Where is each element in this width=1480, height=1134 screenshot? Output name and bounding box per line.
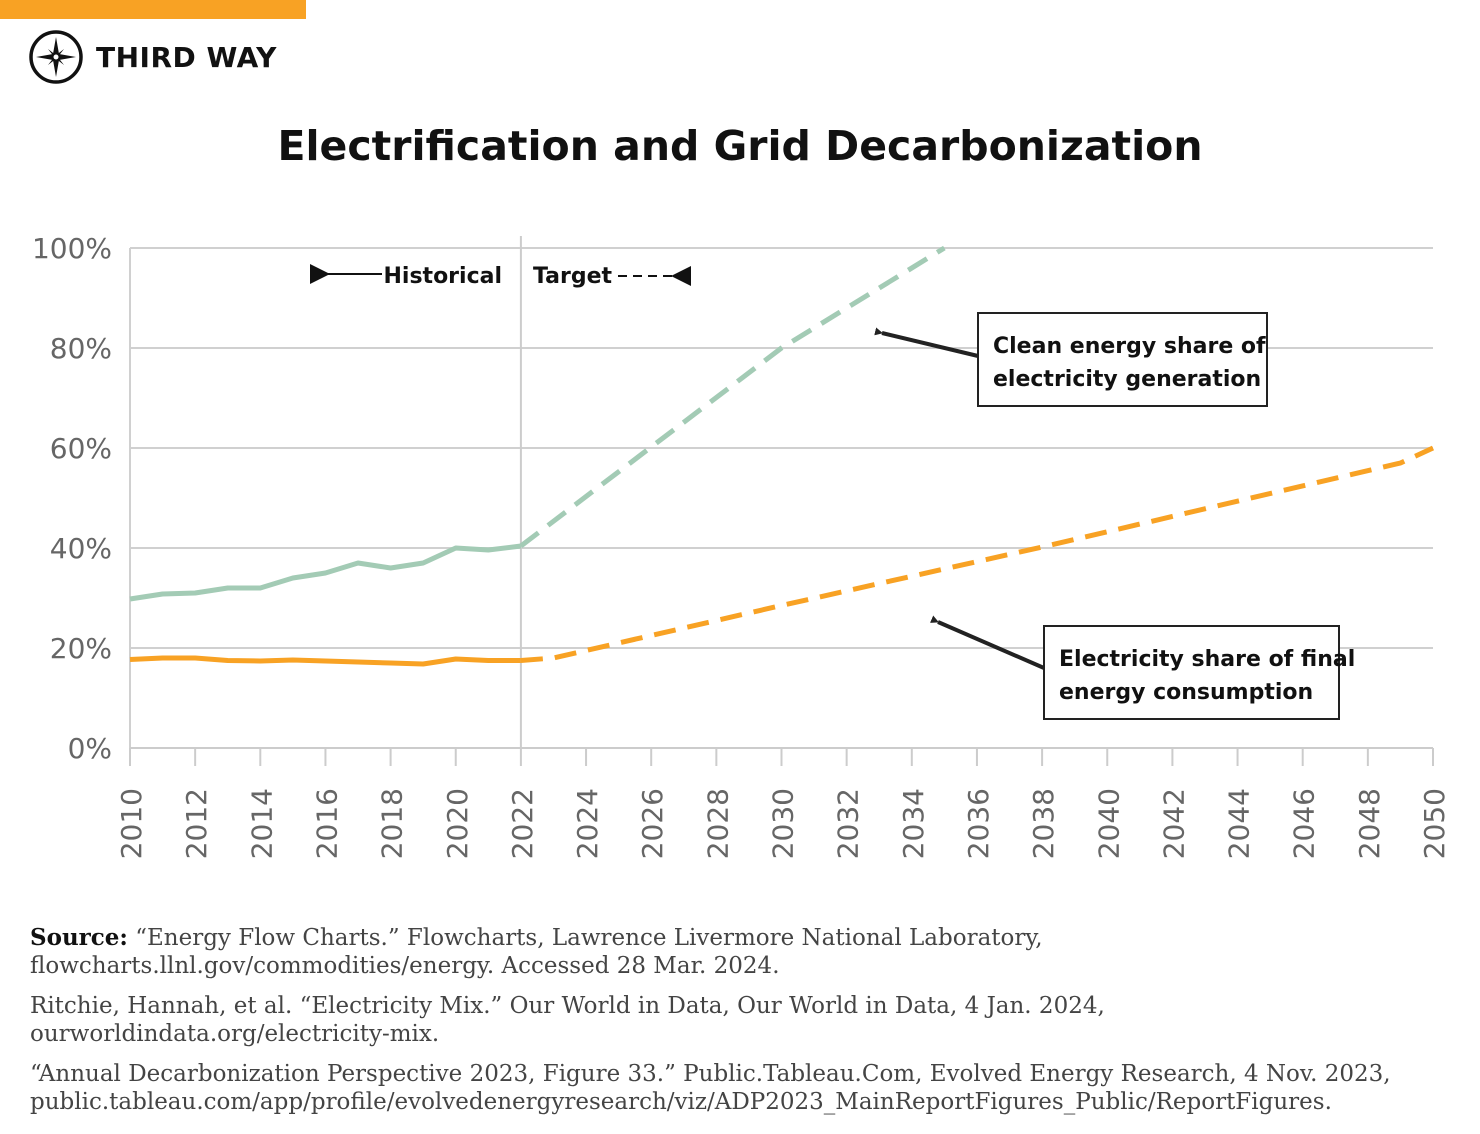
series-1-historical-line [129,655,521,667]
x-tick-label: 2034 [897,788,930,859]
x-tick-label: 2050 [1418,788,1451,859]
annotation-text: Electricity share of final [1059,647,1355,672]
x-tick-label: 2038 [1027,788,1060,859]
x-tick-label: 2032 [832,788,865,859]
line-chart: 0% 20% 40% 60% 80% 100% 2010 2012 2014 2016 2018 20… [32,232,1451,859]
x-tick-label: 2024 [571,788,604,859]
y-tick-label: 100% [32,232,112,265]
x-tick-label: 2042 [1157,788,1190,859]
source-2: Ritchie, Hannah, et al. “Electricity Mix… [30,993,1105,1047]
x-tick-label: 2028 [701,788,734,859]
sources: Source: “Energy Flow Charts.” Flowcharts… [30,924,1450,1128]
compass-icon [29,30,83,84]
annotation-arrow [929,615,1045,670]
y-tick-label: 20% [50,632,112,665]
y-tick-label: 60% [50,432,112,465]
target-label: Target [533,264,613,289]
x-tick-label: 2040 [1092,788,1125,859]
chart-title: Electrification and Grid Decarbonization [277,122,1203,170]
y-tick-label: 0% [68,732,112,765]
series-0-target-line [519,245,946,548]
x-tick-label: 2012 [180,788,213,859]
source-1: Source: “Energy Flow Charts.” Flowcharts… [30,924,1450,980]
source-text: “Energy Flow Charts.” Flowcharts, Lawren… [30,925,1043,979]
annotation-text: Clean energy share of [993,334,1266,359]
x-tick-label: 2036 [962,788,995,859]
source-label: Source: [30,924,128,951]
annotation-box [977,312,1268,407]
x-tick-label: 2020 [441,788,474,859]
y-tick-label: 80% [50,332,112,365]
brand-accent-bar [0,0,306,19]
source-3: “Annual Decarbonization Perspective 2023… [30,1061,1391,1115]
annotation-text: electricity generation [993,367,1261,392]
series-0-historical-line [129,543,522,602]
annotation-arrow [874,327,979,358]
historical-label: Historical [384,264,503,289]
x-tick-label: 2010 [115,788,148,859]
x-tick-label: 2030 [767,788,800,859]
x-tick-label: 2018 [376,788,409,859]
logo: THIRD WAY [28,29,277,85]
x-tick-label: 2026 [636,788,669,859]
x-tick-label: 2022 [506,788,539,859]
x-tick-label: 2048 [1353,788,1386,859]
annotation-text: energy consumption [1059,680,1313,705]
brand-name: THIRD WAY [96,40,277,74]
annotation-box [1043,625,1340,720]
x-tick-label: 2044 [1223,788,1256,859]
x-tick-label: 2016 [310,788,343,859]
x-tick-label: 2014 [245,788,278,859]
x-tick-label: 2046 [1288,788,1321,859]
y-tick-label: 40% [50,532,112,565]
series-1-target-line [520,445,1435,663]
